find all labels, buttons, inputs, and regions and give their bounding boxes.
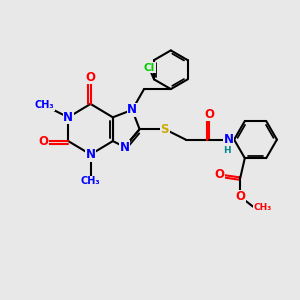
Text: O: O [236,190,245,203]
Text: Cl: Cl [144,62,155,73]
Text: N: N [120,140,130,154]
Text: S: S [160,123,169,136]
Text: O: O [38,135,48,148]
Text: O: O [204,108,214,121]
Text: N: N [85,148,96,161]
Text: CH₃: CH₃ [254,203,272,212]
Text: O: O [85,71,96,84]
Text: O: O [214,168,224,181]
Text: H: H [224,146,231,155]
Text: N: N [127,103,137,116]
Text: CH₃: CH₃ [35,100,54,110]
Text: N: N [224,133,234,146]
Text: CH₃: CH₃ [81,176,100,186]
Text: N: N [63,111,73,124]
